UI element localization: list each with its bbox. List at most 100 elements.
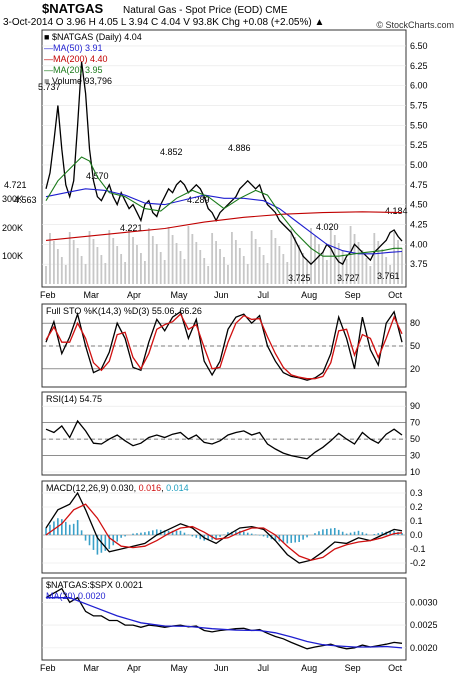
volume-bar xyxy=(345,259,348,284)
month-tick-label: Sep xyxy=(345,663,361,673)
macd-histogram-bar xyxy=(286,535,289,544)
y-tick-label: 10 xyxy=(410,467,420,477)
volume-bar xyxy=(211,233,214,284)
macd-panel-frame xyxy=(41,480,407,574)
volume-bar xyxy=(337,243,340,284)
volume-bar xyxy=(49,233,51,284)
macd-histogram-bar xyxy=(136,533,138,535)
volume-bar xyxy=(298,245,301,284)
month-tick-label: Feb xyxy=(40,290,56,300)
volume-bar xyxy=(357,242,360,284)
volume-bar xyxy=(234,240,237,284)
y-tick-label: 50 xyxy=(410,341,420,351)
volume-bar xyxy=(333,235,336,284)
volume-bar xyxy=(369,266,372,284)
macd-histogram-bar xyxy=(294,535,296,543)
volume-bar xyxy=(397,240,399,284)
y-tick-label: 5.00 xyxy=(410,160,428,170)
month-tick-label: Oct xyxy=(388,663,403,673)
macd-histogram-bar xyxy=(84,535,87,541)
macd-histogram-bar xyxy=(318,531,320,535)
volume-bar xyxy=(199,250,202,284)
volume-bar xyxy=(56,249,59,284)
quote-stats: 3-Oct-2014 O 3.96 H 4.05 L 3.94 C 4.04 V… xyxy=(3,17,325,28)
month-tick-label: Jul xyxy=(258,290,270,300)
volume-bar xyxy=(96,247,99,284)
volume-bar xyxy=(80,256,83,284)
macd-histogram-bar xyxy=(345,533,348,535)
macd-histogram-bar xyxy=(274,535,277,541)
volume-bar xyxy=(254,239,257,284)
volume-bar xyxy=(401,248,403,284)
volume-bar xyxy=(246,264,249,284)
macd-histogram-bar xyxy=(49,524,51,535)
volume-bar xyxy=(349,226,352,284)
y-tick-label: 4.25 xyxy=(410,219,428,229)
macd-legend: MACD(12,26,9) 0.030, 0.016, 0.014 xyxy=(46,483,189,493)
macd-histogram-bar xyxy=(349,532,352,535)
price-annotation: 4.721 xyxy=(4,180,27,190)
y-tick-label: -0.2 xyxy=(410,558,426,568)
month-tick-label: Jul xyxy=(258,663,270,673)
macd-histogram-bar xyxy=(104,535,107,551)
price-annotation: 4.852 xyxy=(160,147,183,157)
macd-histogram-bar xyxy=(227,532,229,535)
volume-bar xyxy=(250,231,253,284)
macd-histogram-bar xyxy=(152,530,154,535)
y-tick-label: 5.75 xyxy=(410,100,428,110)
stockcharts-credit: © StockCharts.com xyxy=(376,20,454,30)
volume-bar xyxy=(290,229,293,284)
y-tick-label: 0.0020 xyxy=(410,643,438,653)
volume-bar xyxy=(294,237,297,284)
macd-histogram-bar xyxy=(61,519,63,535)
macd-histogram-bar xyxy=(80,530,83,535)
volume-bar xyxy=(151,236,154,284)
macd-histogram-bar xyxy=(120,535,122,538)
volume-bar xyxy=(258,247,261,284)
series-line-ma-20- xyxy=(45,156,402,257)
volume-bar xyxy=(76,248,79,284)
y-tick-label: 6.00 xyxy=(410,81,428,91)
macd-histogram-bar xyxy=(96,535,99,555)
volume-bar xyxy=(223,257,225,284)
macd-histogram-bar xyxy=(250,533,253,535)
macd-histogram-bar xyxy=(124,535,126,537)
volume-bar xyxy=(72,240,75,284)
y-tick-label: 4.75 xyxy=(410,180,428,190)
price-annotation: 3.761 xyxy=(377,271,400,281)
y-tick-label: 30 xyxy=(410,451,420,461)
volume-bar xyxy=(171,235,174,284)
volume-bar xyxy=(147,228,150,284)
volume-bar xyxy=(92,239,95,284)
price-annotation: 4.184 xyxy=(385,206,408,216)
volume-bar xyxy=(207,266,210,284)
rsi-legend: RSI(14) 54.75 xyxy=(46,394,103,404)
macd-histogram-bar xyxy=(108,535,111,549)
macd-histogram-bar xyxy=(282,535,285,543)
series-line-signal xyxy=(45,503,403,561)
ratio-legend: $NATGAS:$SPX 0.0021 MA(20) 0.0020 xyxy=(46,580,143,601)
symbol-legend-entry: ■ $NATGAS (Daily) 4.04 xyxy=(44,32,142,42)
volume-bar xyxy=(389,265,392,284)
y-tick-label: 3.75 xyxy=(410,259,428,269)
macd-histogram-bar xyxy=(132,533,134,535)
month-tick-label: Aug xyxy=(301,290,317,300)
month-tick-label: May xyxy=(171,290,189,300)
series-line-macd xyxy=(45,491,403,564)
y-tick-label: 0.0025 xyxy=(410,620,438,630)
macd-histogram-bar xyxy=(242,531,245,535)
volume-bar xyxy=(183,259,186,284)
macd-histogram-bar xyxy=(365,533,368,535)
volume-bar xyxy=(365,258,368,284)
y-tick-label: 5.50 xyxy=(410,120,428,130)
price-annotation: 5.737 xyxy=(38,82,61,92)
macd-histogram-bar xyxy=(353,531,356,535)
macd-histogram-bar xyxy=(290,535,293,543)
series-line--k xyxy=(45,310,403,381)
month-tick-label: May xyxy=(171,663,189,673)
volume-bar xyxy=(100,255,103,284)
volume-bar xyxy=(155,244,158,284)
volume-bar xyxy=(302,253,305,284)
macd-histogram-bar xyxy=(314,533,316,535)
macd-histogram-bar xyxy=(179,530,182,535)
